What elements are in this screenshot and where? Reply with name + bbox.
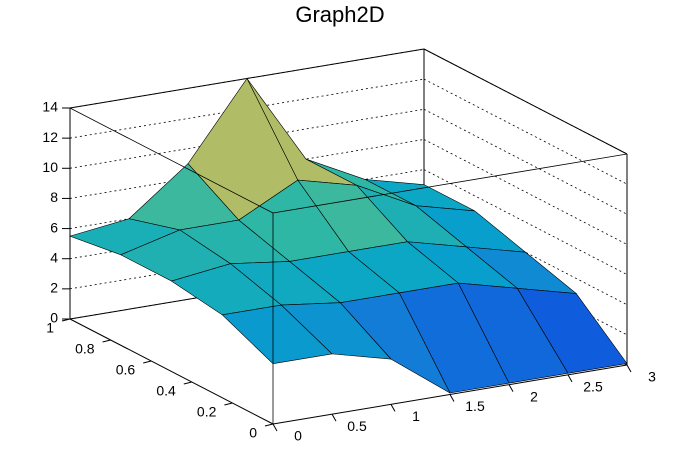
x-tick — [567, 374, 573, 383]
surface-cell — [221, 304, 333, 365]
x-tick — [626, 364, 632, 373]
x-tick-label: 1.5 — [465, 398, 485, 414]
x-tick-label: 2.5 — [583, 379, 603, 395]
y-axis — [69, 318, 274, 425]
grid-line — [423, 169, 628, 275]
box-edge — [423, 48, 628, 155]
grid-line — [423, 139, 628, 245]
grid-line — [423, 199, 628, 306]
z-tick-label: 8 — [50, 189, 58, 205]
y-tick — [61, 318, 71, 322]
chart-title: Graph2D — [295, 2, 384, 27]
z-tick-label: 6 — [50, 219, 58, 235]
grid-line — [423, 78, 628, 185]
y-tick-label: 0.2 — [197, 404, 217, 420]
x-tick — [449, 394, 455, 402]
x-tick-label: 3 — [648, 369, 656, 385]
y-tick-label: 0.6 — [116, 362, 136, 378]
y-tick — [224, 402, 233, 406]
x-tick — [508, 384, 514, 392]
axes: 0 2 4 6 8 10 12 14 0 0.5 1 1.5 2 2.5 3 0 0.2 0.4 0.6 0.8 1 — [42, 99, 656, 444]
x-tick-label: 1 — [412, 408, 420, 424]
x-tick-label: 0 — [294, 428, 302, 444]
x-tick-label: 0.5 — [347, 418, 367, 434]
box-edge — [69, 107, 274, 214]
x-tick — [272, 423, 278, 432]
z-tick-label: 2 — [50, 280, 58, 296]
grid-line — [423, 108, 628, 215]
surface — [69, 77, 628, 394]
z-tick-label: 10 — [42, 159, 58, 175]
y-tick-label: 0 — [249, 425, 257, 441]
x-tick — [390, 404, 396, 412]
y-tick — [102, 339, 111, 343]
y-tick-label: 0.4 — [156, 383, 176, 399]
y-tick-label: 0.8 — [75, 341, 95, 357]
box-edge — [272, 153, 628, 214]
z-tick-label: 14 — [42, 99, 58, 115]
y-tick-label: 1 — [46, 320, 54, 336]
x-tick-label: 2 — [530, 388, 538, 404]
z-tick-label: 12 — [42, 129, 58, 145]
z-tick-label: 0 — [50, 310, 58, 326]
x-tick — [331, 413, 337, 422]
y-tick — [143, 360, 152, 364]
z-tick-label: 4 — [50, 249, 58, 265]
y-tick — [264, 423, 274, 427]
y-tick — [183, 381, 192, 385]
